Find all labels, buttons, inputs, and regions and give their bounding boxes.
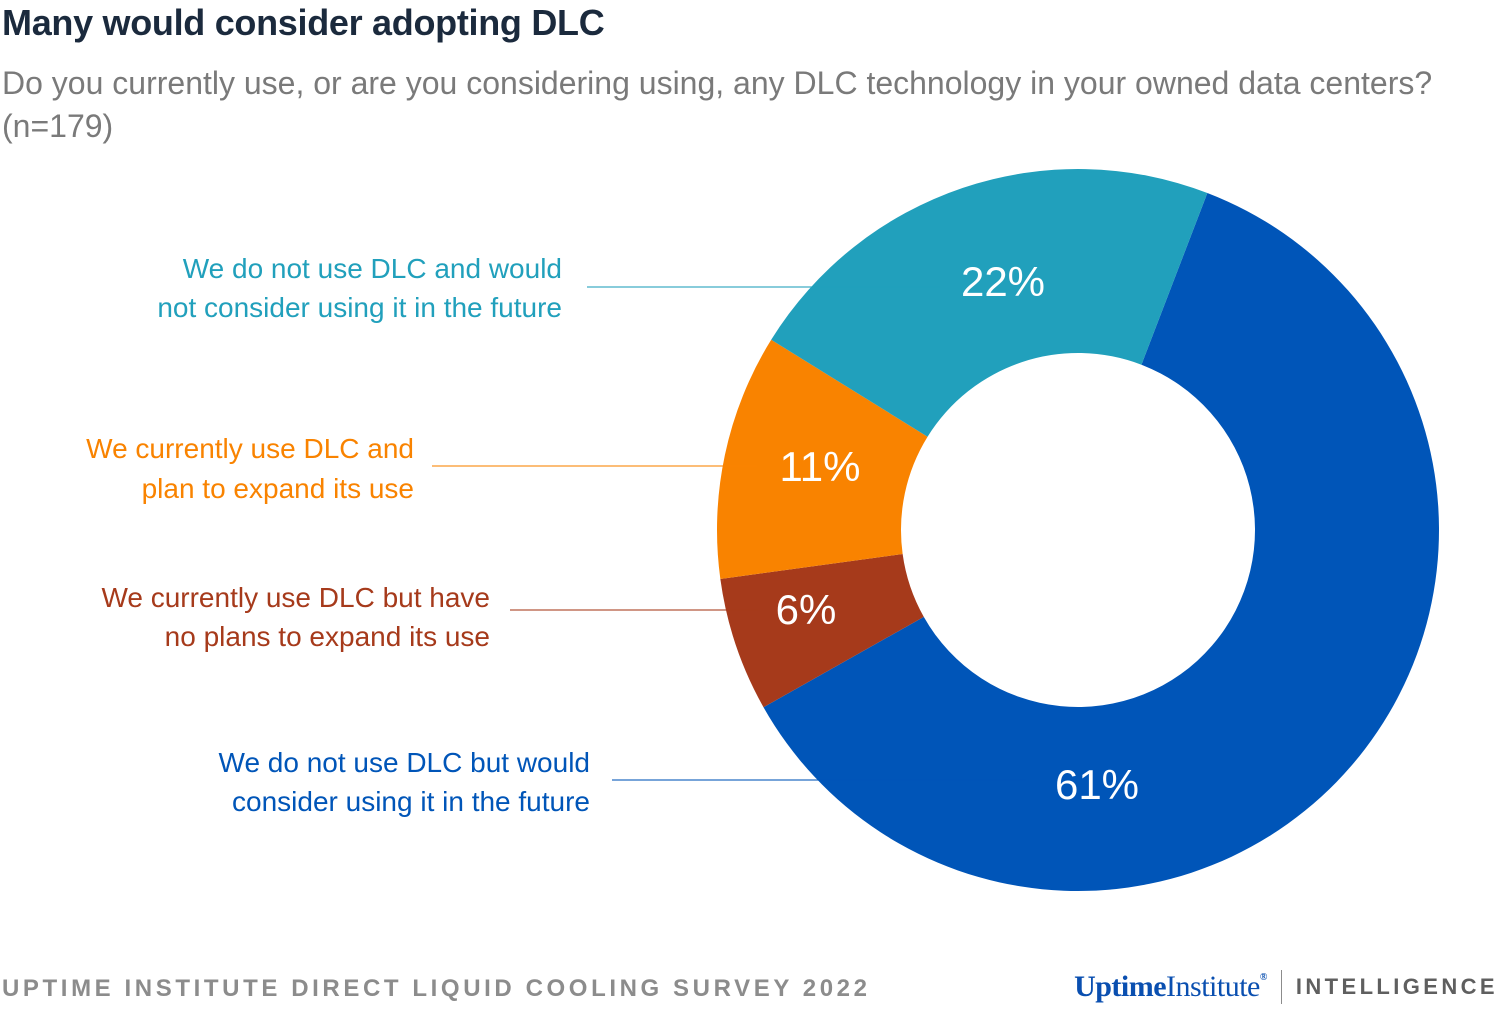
value-label-2: 6% bbox=[776, 586, 837, 633]
category-label-2-line-2: no plans to expand its use bbox=[165, 621, 490, 652]
brand-divider bbox=[1280, 970, 1282, 1004]
value-label-1: 61% bbox=[1055, 761, 1139, 808]
category-label-4-line-2: not consider using it in the future bbox=[157, 292, 562, 323]
chart-subtitle: Do you currently use, or are you conside… bbox=[2, 65, 1433, 144]
chart-title: Many would consider adopting DLC bbox=[2, 2, 605, 43]
donut-slice-4 bbox=[771, 169, 1208, 437]
brand-intelligence: INTELLIGENCE bbox=[1295, 974, 1498, 999]
category-label-3-line-1: We currently use DLC and bbox=[86, 433, 414, 464]
category-label-2-line-1: We currently use DLC but have bbox=[101, 582, 490, 613]
category-label-4-line-1: We do not use DLC and would bbox=[183, 253, 562, 284]
donut-slice-1 bbox=[763, 192, 1439, 892]
category-label-3-line-2: plan to expand its use bbox=[142, 473, 414, 504]
source-note: UPTIME INSTITUTE DIRECT LIQUID COOLING S… bbox=[2, 975, 871, 1002]
uptime-logo: UptimeInstitute® bbox=[1074, 970, 1267, 1003]
category-label-1-line-1: We do not use DLC but would bbox=[219, 747, 590, 778]
donut-slice-3 bbox=[716, 339, 928, 579]
donut-slice-2 bbox=[720, 554, 924, 708]
category-label-1-line-2: consider using it in the future bbox=[232, 786, 590, 817]
value-label-3: 11% bbox=[780, 443, 861, 490]
brand-block: UptimeInstitute® INTELLIGENCE bbox=[1074, 970, 1498, 1004]
value-label-4: 22% bbox=[961, 258, 1045, 305]
